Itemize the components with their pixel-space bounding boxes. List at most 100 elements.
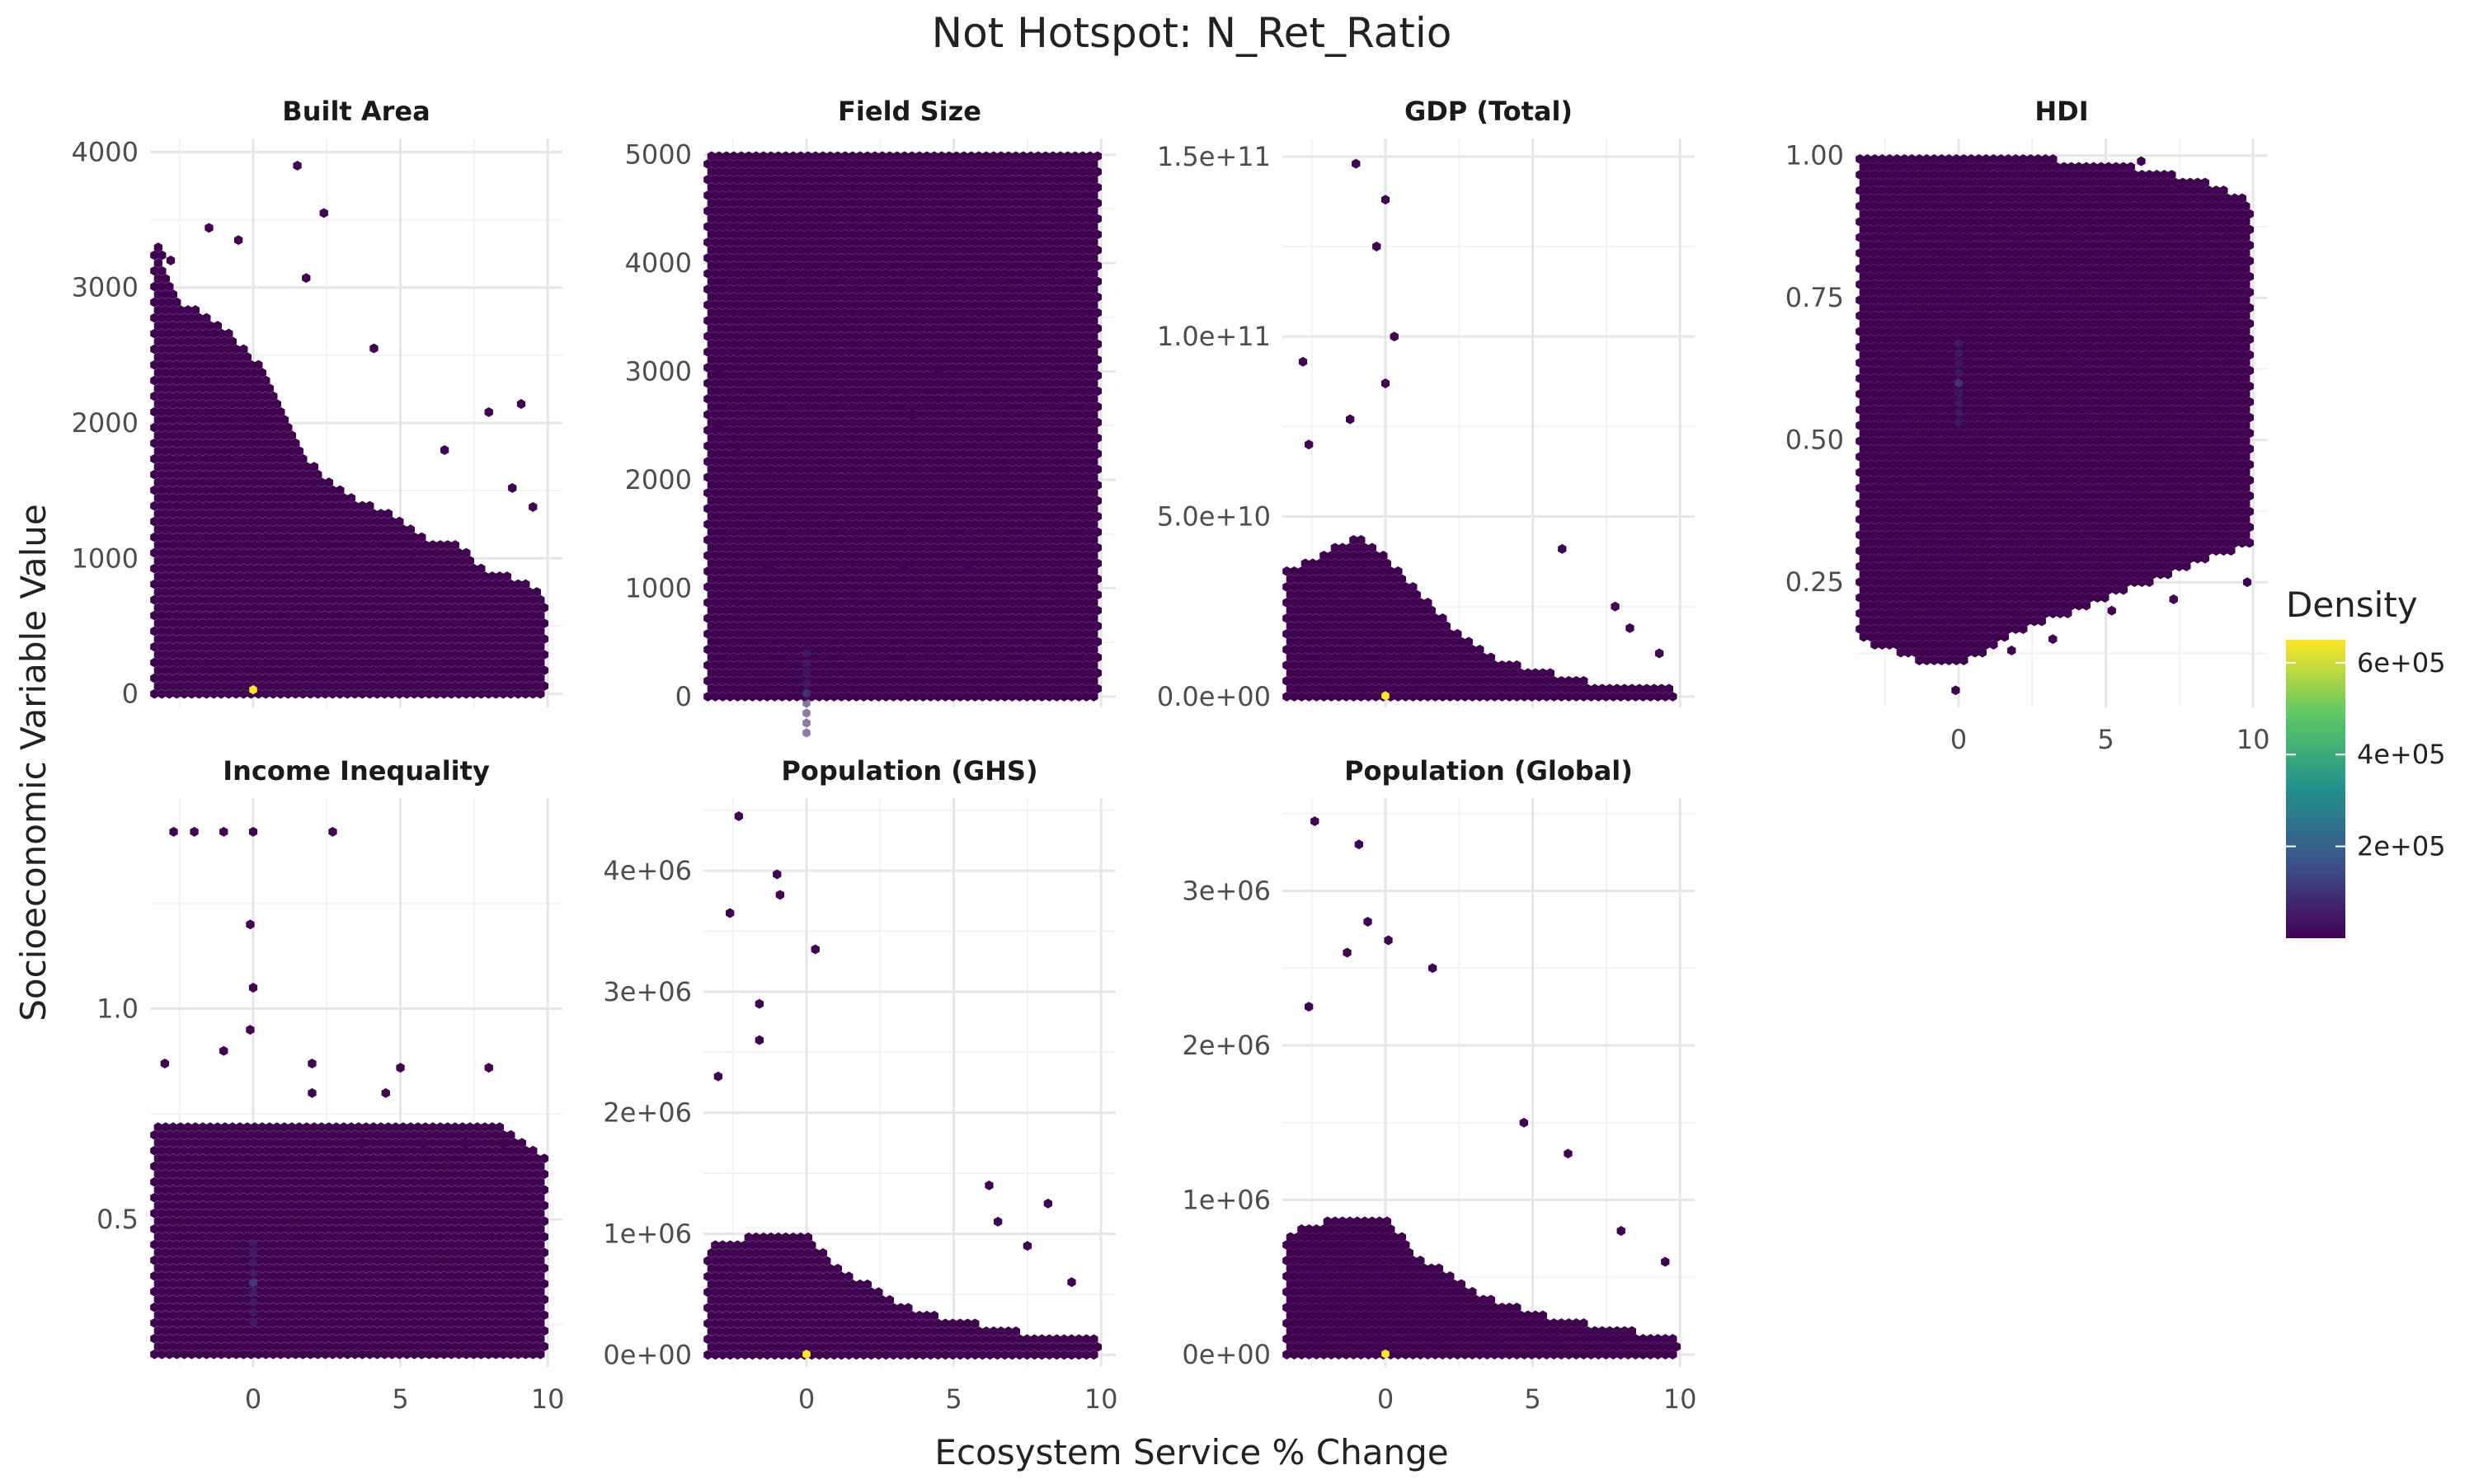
- facet-panel: Income Inequality 0.5 1.0 0 5 10: [96, 755, 564, 1415]
- hexbin-cells: [1282, 158, 1677, 702]
- y-tick-labels: 0.0e+00 5.0e+10 1.0e+11 1.5e+11: [1157, 141, 1271, 712]
- x-tick-label: 0: [245, 1383, 261, 1415]
- density-peak-cell: [1954, 378, 1963, 388]
- facet-panel: Population (Global)0e+001e+062e+063e+060…: [1182, 755, 1696, 1415]
- density-peak-cell: [802, 669, 811, 679]
- y-tick-label: 1.0e+11: [1157, 321, 1271, 352]
- facet-strip-label: HDI: [2034, 96, 2088, 127]
- x-tick-label: 0: [1377, 1383, 1394, 1415]
- legend-colorbar: [2286, 640, 2345, 938]
- hexbin-outliers: [1305, 816, 1670, 1267]
- x-tick-label: 5: [2097, 724, 2114, 755]
- hexbin-cells: [150, 160, 548, 699]
- hexbin-outliers: [713, 811, 1076, 1288]
- x-tick-label: 10: [1663, 1383, 1697, 1415]
- hexbin-cells: [1856, 154, 2254, 696]
- x-tick-label: 5: [1524, 1383, 1540, 1415]
- y-tick-labels: 0 1000 2000 3000 4000 5000: [625, 139, 692, 712]
- density-peak-cell: [1954, 339, 1963, 349]
- density-peak-cell: [249, 1288, 257, 1298]
- density-peak-cell: [249, 1298, 257, 1308]
- y-tick-label: 1e+06: [1182, 1185, 1271, 1216]
- legend: Density 2e+05 4e+05 6e+05: [2286, 585, 2446, 938]
- facet-strip-label: Built Area: [282, 96, 430, 127]
- density-peak-cell: [1954, 388, 1963, 398]
- density-peak-cell: [802, 659, 811, 669]
- legend-title: Density: [2286, 585, 2418, 625]
- x-tick-labels: 0 5 10: [1950, 724, 2270, 755]
- y-tick-label: 2e+06: [1182, 1030, 1271, 1061]
- y-tick-label: 2000: [625, 464, 692, 495]
- facet-panel: Field Size 0 1000 2000 3000 4000 5000: [625, 96, 1116, 738]
- density-peak-cell: [802, 718, 811, 728]
- hexbin-outliers: [166, 160, 538, 512]
- x-tick-label: 10: [1084, 1383, 1118, 1415]
- y-tick-label: 5.0e+10: [1157, 501, 1271, 533]
- hexbin-cells: [703, 151, 1102, 738]
- facet-panel: HDI 0.25 0.50 0.75 1.00 0 5 10: [1785, 96, 2270, 755]
- density-peak-cell: [1954, 418, 1963, 428]
- x-tick-labels: 0 5 10: [1377, 1383, 1697, 1415]
- facet-strip-label: Population (GHS): [781, 755, 1037, 787]
- y-tick-label: 3000: [72, 272, 139, 303]
- y-tick-label: 0e+00: [1182, 1339, 1271, 1370]
- y-tick-label: 0: [122, 679, 139, 710]
- facet-strip-label: Income Inequality: [223, 755, 490, 787]
- density-peak-cell: [802, 708, 811, 718]
- legend-tick-label: 2e+05: [2357, 831, 2446, 862]
- density-peak-cell: [802, 1350, 811, 1360]
- legend-tick-label: 6e+05: [2357, 647, 2446, 679]
- y-tick-label: 0.0e+00: [1157, 681, 1271, 712]
- y-tick-labels: 0.25 0.50 0.75 1.00: [1785, 140, 1844, 599]
- hexbin-cells: [150, 826, 548, 1360]
- x-tick-labels: 0 5 10: [798, 1383, 1118, 1415]
- hexbin-fill: [150, 242, 548, 699]
- y-tick-label: 1e+06: [603, 1219, 692, 1250]
- y-tick-label: 1000: [72, 542, 139, 574]
- legend-ticks: 2e+05 4e+05 6e+05: [2286, 647, 2446, 862]
- y-tick-labels: 0 1000 2000 3000 4000: [72, 136, 139, 709]
- x-tick-label: 5: [945, 1383, 962, 1415]
- y-tick-labels: 0e+00 1e+06 2e+06 3e+06: [1182, 876, 1271, 1371]
- density-peak-cell: [1954, 408, 1963, 418]
- x-axis-label: Ecosystem Service % Change: [934, 1432, 1448, 1472]
- hexbin-outliers: [160, 826, 508, 1149]
- y-tick-label: 0: [675, 681, 692, 712]
- density-peak-cell: [249, 1248, 257, 1258]
- y-axis-label: Socioeconomic Variable Value: [13, 504, 54, 1021]
- density-peak-cell: [802, 698, 811, 708]
- density-peak-cell: [802, 688, 811, 698]
- density-peak-cell: [249, 1317, 257, 1327]
- hexbin-fill: [1856, 154, 2254, 665]
- hexbin-fill: [1282, 534, 1677, 702]
- gridlines: [1282, 139, 1695, 707]
- facet-panel: GDP (Total) 0.0e+00 5.0e+10 1.0e+11 1.5e+11: [1157, 96, 1695, 712]
- density-peak-cell: [802, 679, 811, 688]
- y-tick-label: 0.5: [96, 1204, 139, 1235]
- density-peak-cell: [1954, 369, 1963, 378]
- y-tick-label: 3e+06: [1182, 876, 1271, 907]
- hexbin-cells: [1282, 816, 1681, 1360]
- y-tick-label: 3e+06: [603, 976, 692, 1007]
- hexbin-outliers: [1298, 158, 1664, 659]
- x-tick-label: 10: [531, 1383, 565, 1415]
- density-peak-cell: [249, 1258, 257, 1268]
- y-tick-label: 5000: [625, 139, 692, 171]
- x-tick-label: 10: [2236, 724, 2270, 755]
- y-tick-label: 1000: [625, 572, 692, 603]
- x-tick-label: 0: [798, 1383, 815, 1415]
- hexbin-fill: [150, 1122, 548, 1360]
- density-peak-cell: [249, 1278, 257, 1288]
- density-peak-cell: [249, 685, 257, 695]
- y-tick-label: 2000: [72, 407, 139, 439]
- facet-strip-label: Field Size: [838, 96, 981, 127]
- y-tick-label: 4e+06: [603, 855, 692, 886]
- y-tick-labels: 0e+00 1e+06 2e+06 3e+06 4e+06: [603, 855, 692, 1370]
- density-peak-cell: [1954, 349, 1963, 359]
- y-tick-label: 3000: [625, 356, 692, 387]
- density-peak-cell: [1381, 1349, 1390, 1359]
- facet-panel: Built Area 0 1000 2000 3000 4000: [72, 96, 562, 710]
- x-tick-labels: 0 5 10: [245, 1383, 565, 1415]
